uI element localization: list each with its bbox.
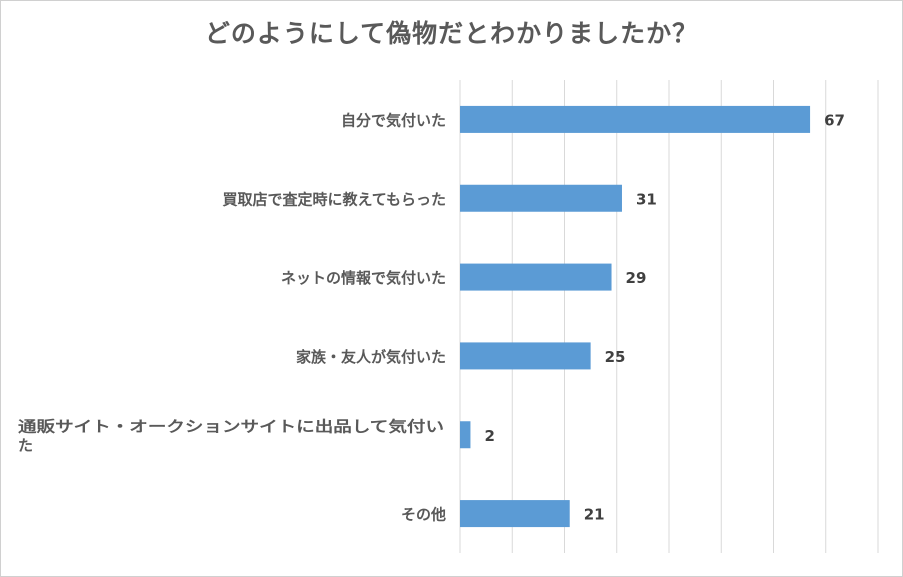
category-label: ネットの情報で気付いた: [281, 269, 446, 287]
bar: [460, 184, 622, 212]
data-label: 29: [626, 269, 647, 287]
category-label: た: [18, 436, 33, 454]
data-label: 21: [584, 506, 605, 524]
bar: [460, 342, 591, 370]
category-label: 買取店で査定時に教えてもらった: [222, 190, 446, 208]
bar: [460, 105, 811, 133]
bar: [460, 263, 612, 291]
data-label: 31: [636, 190, 657, 208]
data-label: 2: [484, 427, 494, 445]
bar: [460, 500, 570, 528]
category-label: 通販サイト・オークションサイトに出品して気付い: [18, 417, 444, 435]
category-label: その他: [401, 506, 446, 524]
category-label: 家族・友人が気付いた: [296, 348, 446, 366]
data-label: 25: [605, 348, 626, 366]
bar: [460, 421, 471, 449]
data-label: 67: [824, 111, 845, 129]
chart-title: どのようにして偽物だとわかりましたか？: [204, 19, 699, 48]
category-label: 自分で気付いた: [341, 111, 446, 129]
